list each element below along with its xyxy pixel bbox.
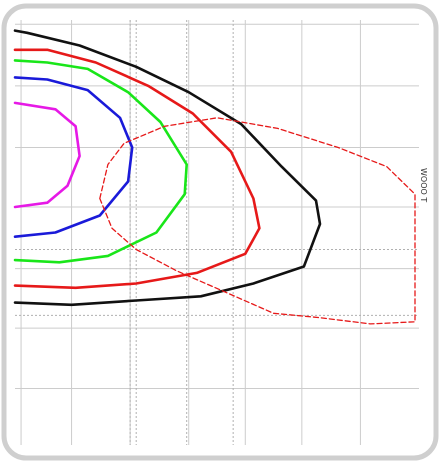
contour-line-2: [13, 59, 188, 264]
side-label: WOOO T: [419, 168, 428, 202]
contour-line-1: [13, 76, 134, 238]
contour-line-5: [99, 117, 416, 325]
contour-line-0: [13, 101, 81, 209]
plot-area: [13, 20, 419, 445]
chart-border: [1, 3, 439, 461]
contour-line-4: [13, 29, 322, 307]
contour-line-3: [13, 48, 261, 290]
